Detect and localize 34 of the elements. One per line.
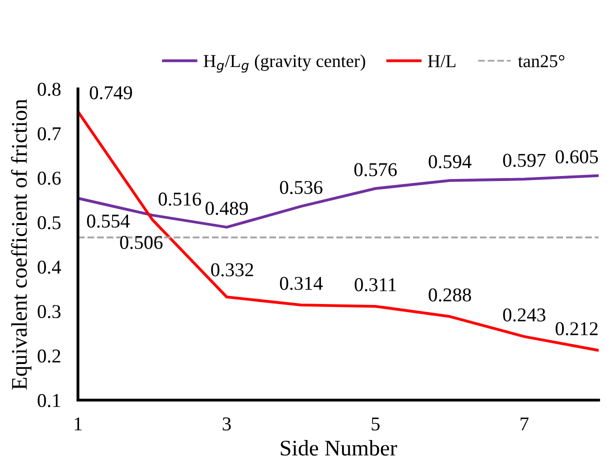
- data-label: 0.516: [158, 192, 202, 206]
- data-label: 0.576: [354, 163, 397, 176]
- data-label: 0.506: [120, 236, 163, 250]
- y-tick-label: 0.5: [38, 216, 61, 230]
- x-tick-label: 5: [372, 418, 380, 430]
- data-label: 0.314: [280, 276, 323, 290]
- data-label: 0.749: [90, 86, 132, 100]
- x-tick-label: 7: [520, 418, 529, 430]
- y-tick-label: 0.1: [38, 394, 60, 408]
- y-tick-label: 0.3: [38, 305, 61, 318]
- y-tick-label: 0.4: [38, 260, 61, 274]
- legend-label: H$_{g}$/L$_{g}$ (gravity center): [204, 54, 366, 73]
- y-tick-label: 0.2: [38, 349, 60, 363]
- y-axis-title: Equivalent coefficient of friction: [11, 99, 32, 390]
- data-label: 0.311: [354, 278, 396, 292]
- y-tick-label: 0.7: [38, 127, 61, 140]
- data-label: 0.554: [87, 214, 130, 228]
- data-label: 0.597: [503, 154, 546, 167]
- data-label: 0.212: [556, 322, 598, 336]
- data-label: 0.243: [503, 308, 546, 322]
- data-label: 0.536: [280, 180, 322, 194]
- data-label: 0.288: [428, 288, 472, 302]
- data-label: 0.605: [556, 150, 598, 164]
- data-label: 0.594: [428, 155, 472, 168]
- y-tick-label: 0.6: [38, 172, 61, 185]
- data-label: 0.489: [206, 202, 248, 215]
- line-series: [78, 110, 599, 352]
- x-axis-title: Side Number: [280, 440, 398, 456]
- legend-label: tan25°: [518, 55, 564, 68]
- x-tick-label: 1: [74, 417, 82, 430]
- legend-label: H/L: [428, 55, 456, 68]
- x-tick-label: 3: [222, 417, 231, 430]
- data-label: 0.332: [211, 263, 254, 276]
- y-tick-label: 0.8: [38, 82, 61, 96]
